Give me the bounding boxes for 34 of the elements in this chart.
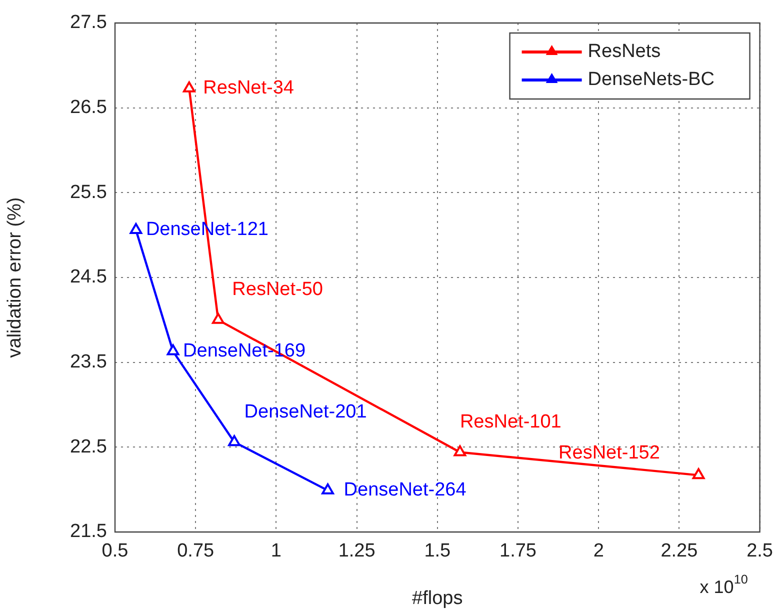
y-tick-label: 23.5 [70,352,107,373]
annotation: DenseNet-264 [344,480,467,501]
point [322,483,334,494]
annotation: DenseNet-201 [244,401,367,422]
annotation: ResNet-101 [460,411,562,432]
point [454,445,466,456]
y-tick-label: 24.5 [70,266,107,288]
point [130,222,142,234]
x-tick-label: 0.75 [177,540,214,562]
point [182,81,196,92]
x-tick-label: 2.5 [746,540,774,562]
x-tick-label: 2 [593,540,604,562]
x-tick-label: 1.25 [338,540,376,562]
point [228,435,240,446]
legend-label: ResNets [588,41,661,62]
y-tick-label: 21.5 [70,521,107,542]
x-tick-label: 0.5 [102,540,128,562]
y-tick-label: 25.5 [70,182,107,203]
x-axis-title: #flops [412,588,463,609]
annotation: ResNet-50 [232,279,323,300]
annotation: ResNet-34 [203,78,294,99]
annotation: ResNet-152 [558,442,660,464]
y-tick-label: 22.5 [70,436,107,458]
point [692,468,705,480]
x-tick-label: 1 [270,540,282,562]
y-tick-label: 27.5 [70,12,107,34]
point [166,344,180,356]
x-tick-label: 2.25 [660,540,698,562]
legend-label: DenseNets-BC [588,69,715,90]
x-tick-label: 1.75 [500,540,536,562]
y-tick-label: 26.5 [70,97,107,118]
x-tick-label: 1.5 [424,540,451,562]
point [212,312,224,324]
y-axis-title: validation error (%) [4,197,26,358]
